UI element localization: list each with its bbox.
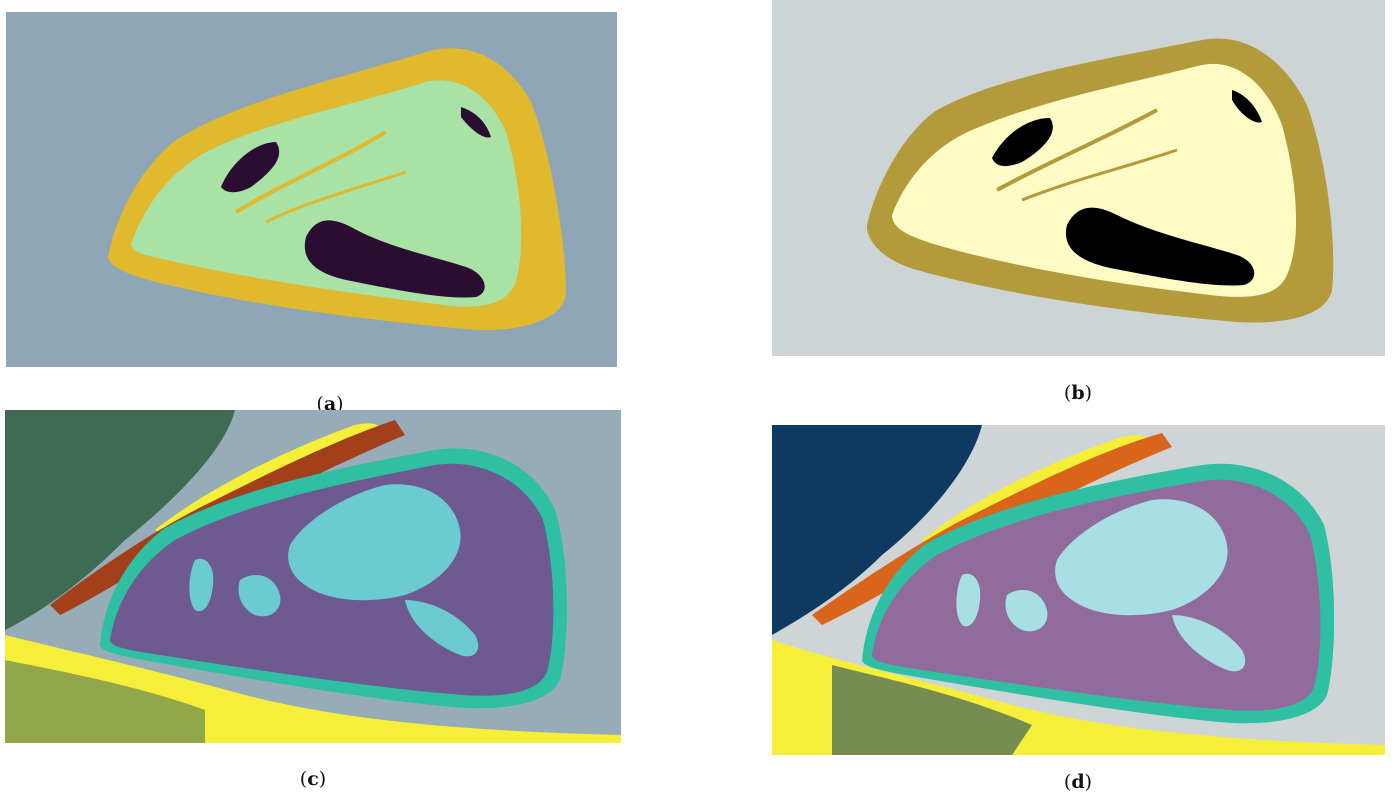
panel-a-image <box>6 12 617 367</box>
caption-close-paren: ) <box>1084 382 1093 404</box>
caption-close-paren: ) <box>1084 771 1093 793</box>
panel-a-classification-map <box>6 12 617 367</box>
caption-close-paren: ) <box>336 393 344 415</box>
caption-open-paren: ( <box>1063 382 1072 404</box>
panel-b-caption: (b) <box>1048 382 1108 404</box>
panel-c-classification-map <box>5 410 621 743</box>
caption-letter: d <box>1071 771 1085 793</box>
caption-letter: a <box>323 393 337 415</box>
caption-letter: b <box>1071 382 1085 404</box>
panel-d-classification-map <box>772 425 1385 755</box>
panel-b-classification-map <box>772 0 1385 356</box>
panel-c-caption: (c) <box>283 768 343 790</box>
panel-b-image <box>772 0 1385 356</box>
panel-d-caption: (d) <box>1048 771 1108 793</box>
caption-open-paren: ( <box>1063 771 1072 793</box>
panel-c-image <box>5 410 621 743</box>
caption-open-paren: ( <box>299 768 308 790</box>
caption-close-paren: ) <box>318 768 327 790</box>
caption-open-paren: ( <box>316 393 324 415</box>
panel-a-caption: (a) <box>300 393 360 415</box>
panel-d-image <box>772 425 1385 755</box>
caption-letter: c <box>307 768 319 790</box>
